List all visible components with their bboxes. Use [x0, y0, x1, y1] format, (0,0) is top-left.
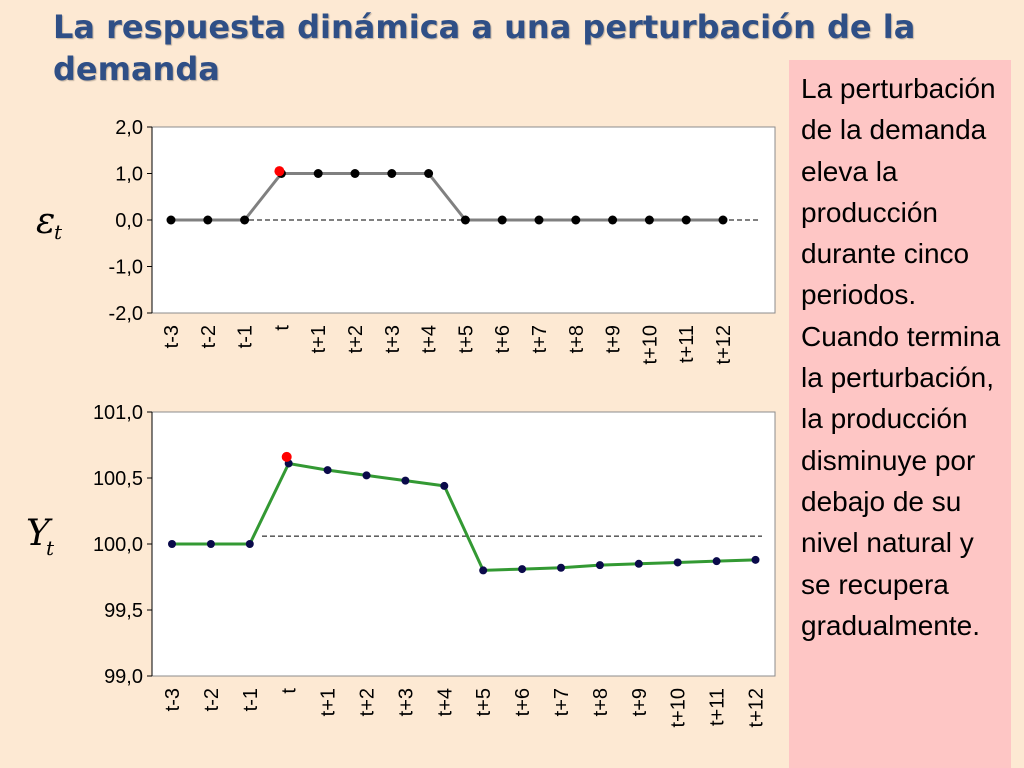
- category-label: t+5: [473, 688, 495, 716]
- data-point: [350, 169, 360, 178]
- series-line: [172, 461, 756, 572]
- data-point: [718, 215, 728, 225]
- category-label: t-3: [162, 688, 184, 711]
- data-point: [401, 476, 410, 485]
- category-label: t+2: [345, 325, 367, 353]
- y-tick-label: 2,0: [115, 117, 143, 139]
- category-label: t+2: [357, 688, 379, 716]
- highlight-point: [281, 451, 292, 462]
- category-label: t-2: [201, 688, 223, 711]
- data-point: [168, 540, 176, 548]
- data-point: [673, 558, 682, 567]
- data-point: [206, 540, 215, 548]
- data-point: [751, 555, 760, 564]
- y-tick-label: -2,0: [109, 303, 143, 325]
- y-tick-label: -1,0: [109, 257, 143, 279]
- data-point: [595, 561, 604, 570]
- category-label: t-2: [198, 325, 220, 348]
- category-label: t+11: [676, 325, 698, 363]
- category-label: t-3: [161, 325, 183, 348]
- explanation-note: La perturbación de la demanda eleva la p…: [789, 60, 1011, 768]
- category-label: t+7: [529, 325, 551, 353]
- category-label: t+8: [590, 688, 612, 716]
- y-symbol-subscript: t: [54, 220, 63, 244]
- category-label: t+7: [551, 688, 573, 716]
- data-point: [424, 169, 434, 178]
- category-label: t: [271, 325, 293, 331]
- data-point: [497, 215, 507, 225]
- data-point: [387, 169, 397, 178]
- data-point: [571, 215, 581, 225]
- data-point: [440, 481, 449, 490]
- data-point: [166, 215, 176, 225]
- y-tick-label: 99,0: [104, 666, 143, 688]
- data-point: [245, 540, 254, 548]
- category-label: t+12: [746, 688, 768, 727]
- data-point: [362, 471, 371, 480]
- category-label: t-1: [240, 688, 262, 711]
- y-tick-label: 101,0: [93, 402, 143, 424]
- data-point: [479, 566, 488, 575]
- data-point: [681, 215, 691, 225]
- series-line: [171, 172, 723, 222]
- category-label: t+12: [713, 325, 735, 364]
- category-label: t+9: [629, 688, 651, 716]
- y-symbol-epsilon: ε: [36, 201, 55, 242]
- category-label: t: [279, 688, 301, 694]
- data-point: [313, 169, 323, 178]
- category-label: t-1: [235, 325, 257, 348]
- data-point: [534, 215, 544, 225]
- category-label: t+1: [308, 325, 330, 353]
- data-point: [557, 563, 565, 572]
- y-tick-label: 1,0: [115, 164, 143, 186]
- data-point: [460, 215, 470, 225]
- data-point: [240, 215, 250, 225]
- category-label: t+11: [707, 688, 729, 726]
- category-label: t+4: [434, 688, 456, 716]
- plot-area: [151, 411, 776, 677]
- category-label: t+8: [566, 325, 588, 353]
- data-point: [323, 466, 332, 475]
- category-label: t+6: [512, 688, 534, 716]
- category-label: t+5: [455, 325, 477, 353]
- data-point: [518, 565, 527, 574]
- data-point: [203, 215, 213, 225]
- y-tick-label: 100,0: [93, 534, 143, 556]
- category-label: t+3: [382, 325, 404, 353]
- category-label: t+6: [492, 325, 514, 353]
- data-point: [608, 215, 618, 225]
- category-label: t+1: [318, 688, 340, 716]
- data-point: [634, 559, 643, 568]
- y-tick-label: 0,0: [115, 210, 143, 232]
- y-symbol-subscript: t: [46, 536, 55, 560]
- epsilon-chart: 2,0 1,0 0,0 -1,0 -2,0 t-3 t-2 t-1 t t+1 t+2 t+3 t+4…: [36, 117, 776, 364]
- category-label: t+9: [603, 325, 625, 353]
- y-tick-label: 99,5: [104, 600, 143, 622]
- category-label: t+10: [639, 325, 661, 364]
- data-point: [712, 557, 721, 566]
- category-label: t+10: [668, 688, 690, 727]
- slide-title: La respuesta dinámica a una perturbación…: [53, 8, 916, 88]
- y-tick-label: 100,5: [93, 468, 143, 490]
- output-chart: 101,0 100,5 100,0 99,5 99,0 t-3 t-2 t-1 t t+1 t+2…: [26, 402, 776, 727]
- category-label: t+4: [419, 325, 441, 353]
- category-label: t+3: [395, 688, 417, 716]
- highlight-point: [274, 166, 285, 177]
- y-symbol-output: Y: [26, 513, 53, 554]
- data-point: [644, 215, 654, 225]
